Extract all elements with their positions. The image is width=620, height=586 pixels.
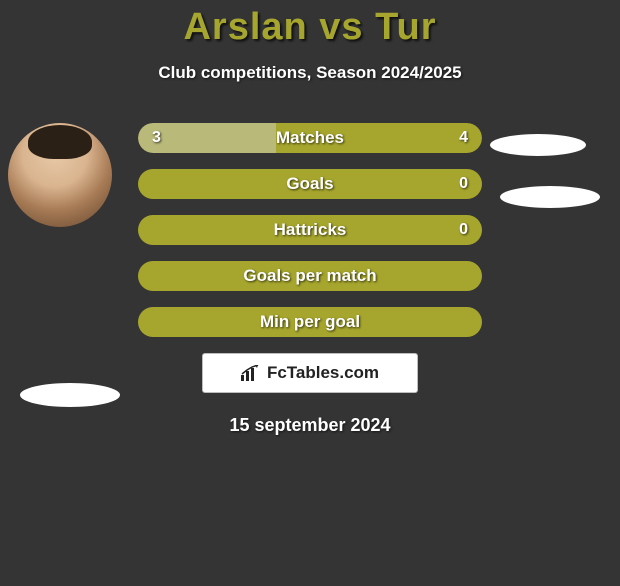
stat-bars: 34Matches 0Goals 0Hattricks Goals per match… bbox=[138, 123, 482, 337]
team-marker-right bbox=[500, 186, 600, 208]
bar-label: Goals per match bbox=[138, 261, 482, 291]
team-marker-left bbox=[20, 383, 120, 407]
bar-label: Min per goal bbox=[138, 307, 482, 337]
chart-icon bbox=[241, 365, 261, 381]
bar-label: Matches bbox=[138, 123, 482, 153]
bar-label: Goals bbox=[138, 169, 482, 199]
page-title: Arslan vs Tur bbox=[0, 6, 620, 49]
watermark: FcTables.com bbox=[202, 353, 418, 393]
stat-bar-row: 34Matches bbox=[138, 123, 482, 153]
stat-bar-row: 0Goals bbox=[138, 169, 482, 199]
date-label: 15 september 2024 bbox=[0, 415, 620, 436]
stat-bar-row: Goals per match bbox=[138, 261, 482, 291]
team-marker-right bbox=[490, 134, 586, 156]
stat-bar-row: Min per goal bbox=[138, 307, 482, 337]
stat-bar-row: 0Hattricks bbox=[138, 215, 482, 245]
player-avatar-left bbox=[8, 123, 112, 227]
watermark-text: FcTables.com bbox=[267, 363, 379, 383]
page-subtitle: Club competitions, Season 2024/2025 bbox=[0, 63, 620, 83]
bar-label: Hattricks bbox=[138, 215, 482, 245]
